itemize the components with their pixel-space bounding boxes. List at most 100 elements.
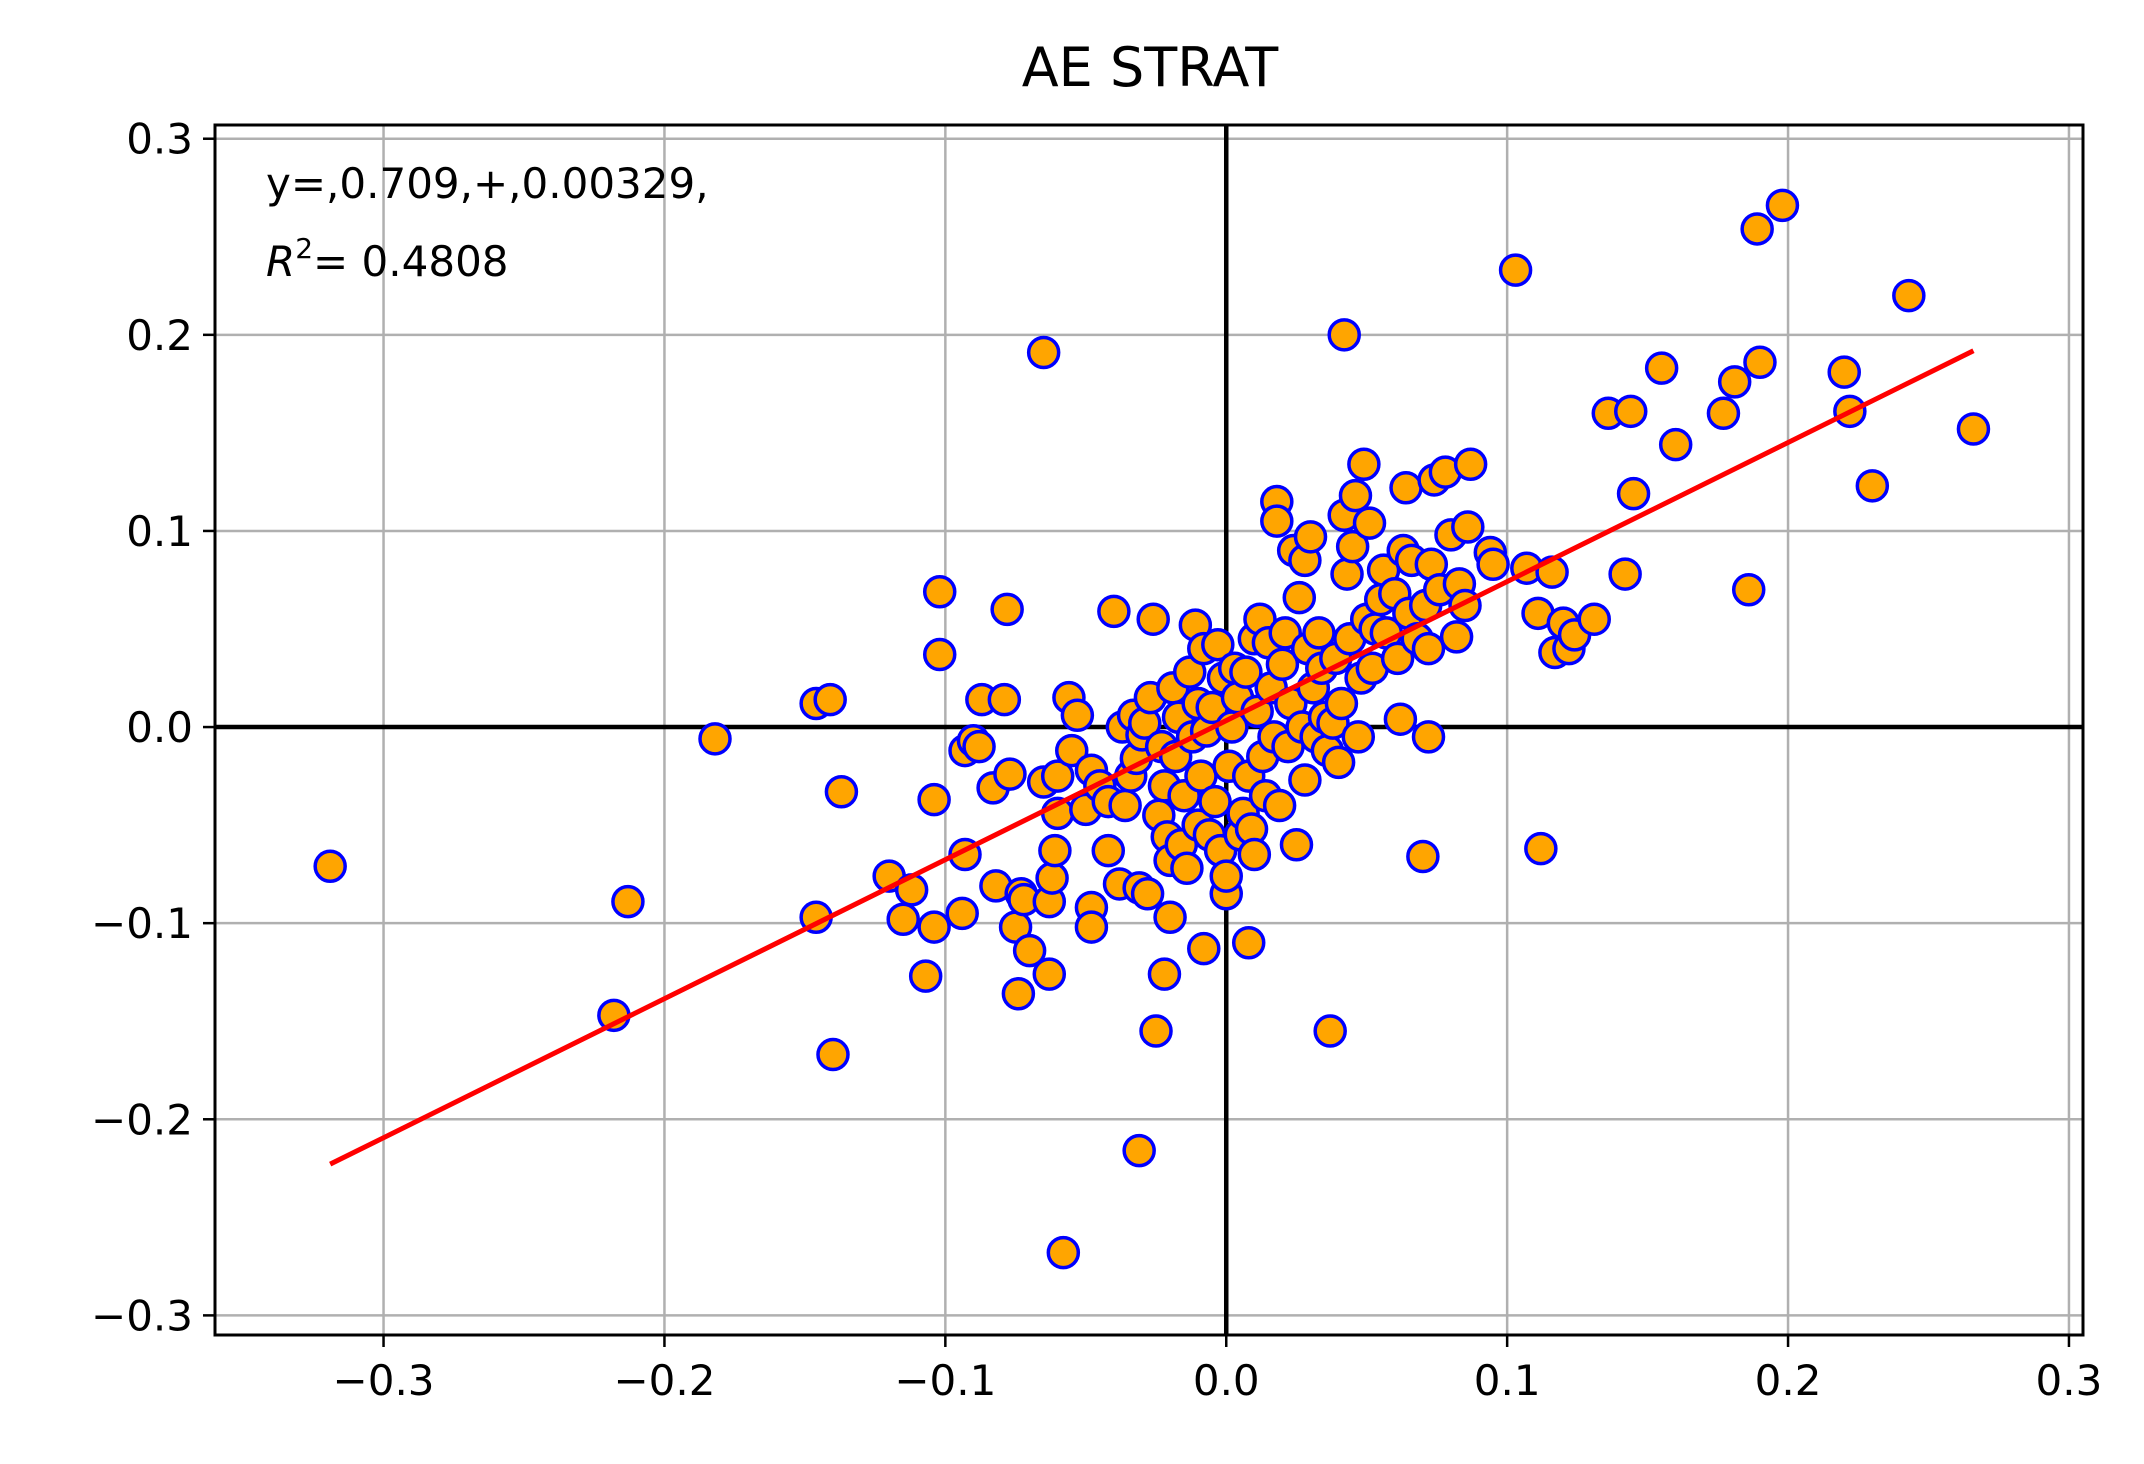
- data-point: [1282, 580, 1317, 615]
- data-point: [1338, 478, 1373, 513]
- y-tick-label: 0.1: [126, 507, 193, 556]
- data-point: [1260, 504, 1294, 538]
- data-point: [1347, 447, 1381, 482]
- data-point: [1335, 529, 1370, 564]
- data-point: [313, 849, 347, 884]
- data-point: [1406, 839, 1440, 874]
- plot-frame: [213, 123, 2085, 1337]
- data-point: [1279, 827, 1314, 862]
- data-point: [813, 682, 847, 717]
- data-point: [1743, 345, 1777, 380]
- data-point: [917, 910, 951, 944]
- data-point: [1231, 926, 1266, 960]
- data-point: [1060, 698, 1095, 733]
- data-point: [1209, 859, 1243, 893]
- data-point: [1170, 851, 1204, 886]
- data-point: [1055, 733, 1089, 768]
- data-point: [816, 1037, 850, 1072]
- data-point: [1035, 861, 1069, 895]
- data-point: [1040, 759, 1075, 793]
- r-squared-value: = 0.4808: [313, 237, 509, 286]
- data-point: [1411, 631, 1446, 666]
- data-point: [1411, 720, 1446, 754]
- x-tick-label: 0.3: [2036, 1356, 2103, 1405]
- chart-title: AE STRAT: [1022, 36, 1280, 99]
- x-axis-ticks: −0.3 −0.2 −0.1 0.0 0.1 0.2 0.3: [333, 1335, 2103, 1405]
- data-point: [698, 722, 732, 756]
- data-point: [1389, 471, 1423, 505]
- data-point: [990, 592, 1024, 627]
- data-point: [886, 902, 920, 936]
- data-point: [1644, 351, 1679, 385]
- data-point: [1706, 396, 1741, 431]
- data-point: [962, 729, 996, 764]
- data-point: [1108, 788, 1142, 823]
- data-point: [1324, 686, 1359, 721]
- data-point: [1237, 837, 1272, 872]
- data-point: [908, 959, 943, 993]
- y-axis-ticks: −0.3 −0.2 −0.1 0.0 0.1 0.2 0.3: [91, 115, 215, 1340]
- data-point: [1313, 1014, 1347, 1048]
- data-point: [1139, 1014, 1173, 1048]
- data-point: [1153, 900, 1187, 935]
- data-point: [1453, 447, 1488, 482]
- data-point: [1091, 833, 1126, 868]
- data-point: [1032, 957, 1067, 991]
- data-point: [1268, 616, 1302, 650]
- data-point: [1302, 616, 1336, 650]
- data-point: [1201, 627, 1235, 662]
- fit-equation: y=,0.709,+,0.00329,: [266, 159, 709, 208]
- data-point: [1717, 365, 1752, 399]
- fit-line-group: [329, 348, 1975, 1167]
- x-tick-label: 0.0: [1193, 1356, 1260, 1405]
- data-point: [611, 884, 645, 919]
- data-point: [824, 775, 859, 809]
- data-point: [1616, 476, 1651, 511]
- data-point: [1130, 877, 1165, 911]
- data-point: [945, 896, 979, 931]
- data-point: [1613, 394, 1648, 429]
- y-tick-label: −0.3: [91, 1291, 193, 1340]
- y-tick-label: 0.3: [126, 115, 193, 164]
- data-point: [1352, 506, 1387, 540]
- data-point: [1658, 427, 1693, 462]
- data-point: [1439, 620, 1474, 654]
- data-point: [1293, 520, 1328, 554]
- data-point: [1731, 573, 1766, 607]
- y-tick-label: 0.0: [126, 703, 193, 752]
- data-point: [1740, 212, 1774, 246]
- data-point: [1046, 1235, 1081, 1270]
- r-squared: R2= 0.4808: [266, 232, 509, 286]
- x-tick-label: −0.1: [894, 1356, 996, 1405]
- data-point: [1892, 278, 1926, 313]
- x-tick-label: 0.1: [1474, 1356, 1541, 1405]
- data-point: [987, 682, 1022, 717]
- x-tick-label: 0.2: [1755, 1356, 1822, 1405]
- data-point: [1498, 253, 1533, 287]
- r-squared-symbol: R: [266, 237, 295, 286]
- data-point: [1341, 720, 1376, 754]
- data-point: [1038, 833, 1072, 868]
- data-point: [917, 782, 951, 817]
- x-tick-label: −0.2: [613, 1356, 715, 1405]
- fit-line: [329, 348, 1975, 1167]
- data-point: [1330, 557, 1364, 591]
- data-point: [1476, 547, 1510, 582]
- data-point: [1288, 763, 1322, 797]
- y-tick-label: 0.2: [126, 311, 193, 360]
- data-point: [1383, 702, 1418, 736]
- data-point: [1321, 745, 1356, 780]
- data-point: [922, 574, 957, 609]
- data-point: [1122, 1133, 1156, 1168]
- data-points: [313, 188, 1991, 1270]
- data-point: [1097, 594, 1131, 629]
- r-squared-exponent: 2: [295, 232, 313, 265]
- data-point: [1524, 831, 1558, 866]
- data-point: [1136, 602, 1170, 636]
- data-point: [1855, 469, 1890, 503]
- x-tick-label: −0.3: [333, 1356, 435, 1405]
- data-point: [922, 637, 957, 672]
- data-point: [1380, 641, 1415, 676]
- y-tick-label: −0.2: [91, 1095, 193, 1144]
- data-point: [1262, 788, 1297, 823]
